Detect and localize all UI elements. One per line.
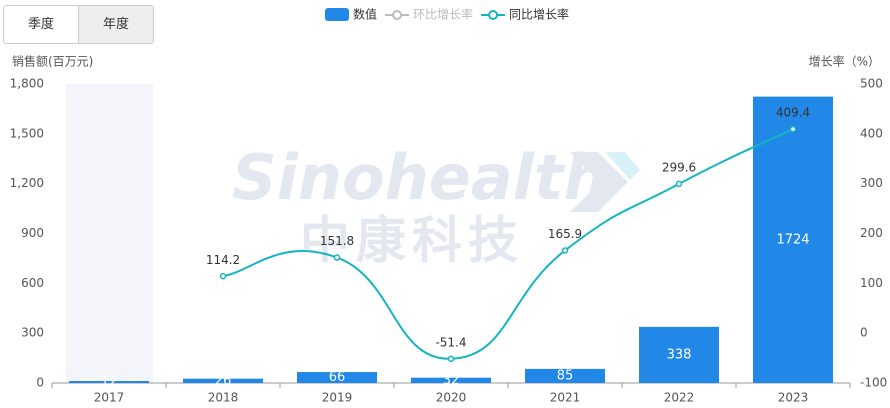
y2-tick-label: 300 xyxy=(860,176,883,190)
line-label: 299.6 xyxy=(662,160,696,174)
x-tick-label: 2022 xyxy=(664,391,695,405)
tab[interactable]: 季度 xyxy=(4,6,78,43)
y-axis-label: 销售额(百万元) xyxy=(12,54,93,69)
watermark-logo xyxy=(570,152,628,212)
bar xyxy=(753,96,833,383)
bar-label: 338 xyxy=(667,347,692,362)
line-point xyxy=(675,180,683,188)
bar xyxy=(183,378,263,383)
legend-swatch xyxy=(392,10,403,20)
bar-label: 85 xyxy=(557,368,574,383)
y2-tick-label: 500 xyxy=(860,77,883,91)
line-label: 151.8 xyxy=(320,234,354,248)
bar xyxy=(297,372,377,383)
bar-label: 12 xyxy=(101,375,118,390)
x-tick-label: 2023 xyxy=(778,391,809,405)
x-tick-label: 2018 xyxy=(208,391,239,405)
hover-band xyxy=(66,84,153,383)
y2-tick-label: 400 xyxy=(860,126,883,140)
y2-axis-label: 增长率（%） xyxy=(809,54,880,69)
legend-swatch xyxy=(325,8,349,21)
bar xyxy=(639,326,719,383)
line-point xyxy=(789,125,797,133)
x-tick-label: 2017 xyxy=(94,391,125,405)
bar xyxy=(69,381,149,383)
legend-swatch xyxy=(488,10,499,20)
y-tick-label: 300 xyxy=(21,326,44,340)
line xyxy=(222,128,794,360)
tab[interactable]: 年度 xyxy=(78,6,153,43)
x-tick-label: 2020 xyxy=(436,391,467,405)
line-point xyxy=(447,355,455,363)
y-tick-label: 1,800 xyxy=(10,77,44,91)
line-label: 114.2 xyxy=(206,253,240,267)
y2-tick-label: 100 xyxy=(860,276,883,290)
bar xyxy=(525,368,605,383)
line-point xyxy=(219,273,227,280)
legend-label[interactable]: 数值 xyxy=(353,7,377,22)
x-tick-label: 2019 xyxy=(322,391,353,405)
tab-group: 季度 年度 xyxy=(3,5,154,44)
watermark: Sinohealth xyxy=(232,141,608,214)
line-label: 165.9 xyxy=(548,227,582,241)
line-label: -51.4 xyxy=(435,335,466,349)
bar-label: 1724 xyxy=(776,232,809,247)
legend-label[interactable]: 同比增长率 xyxy=(509,7,569,22)
line-point xyxy=(561,247,569,254)
y-tick-label: 1,500 xyxy=(10,126,44,140)
watermark-logo xyxy=(605,152,640,180)
line-point xyxy=(333,254,341,261)
bar-label: 66 xyxy=(329,370,346,385)
y-tick-label: 0 xyxy=(36,376,44,390)
y2-tick-label: 0 xyxy=(860,326,868,340)
y-tick-label: 900 xyxy=(21,226,44,240)
line-label: 409.4 xyxy=(776,106,810,120)
bar-label: 32 xyxy=(443,373,460,388)
y2-tick-label: -100 xyxy=(860,376,887,390)
y-tick-label: 600 xyxy=(21,276,44,290)
legend-label[interactable]: 环比增长率 xyxy=(413,7,473,22)
bar-label: 26 xyxy=(215,373,232,388)
bar xyxy=(411,377,491,383)
x-tick-label: 2021 xyxy=(550,391,581,405)
y2-tick-label: 200 xyxy=(860,226,883,240)
y-tick-label: 1,200 xyxy=(10,176,44,190)
